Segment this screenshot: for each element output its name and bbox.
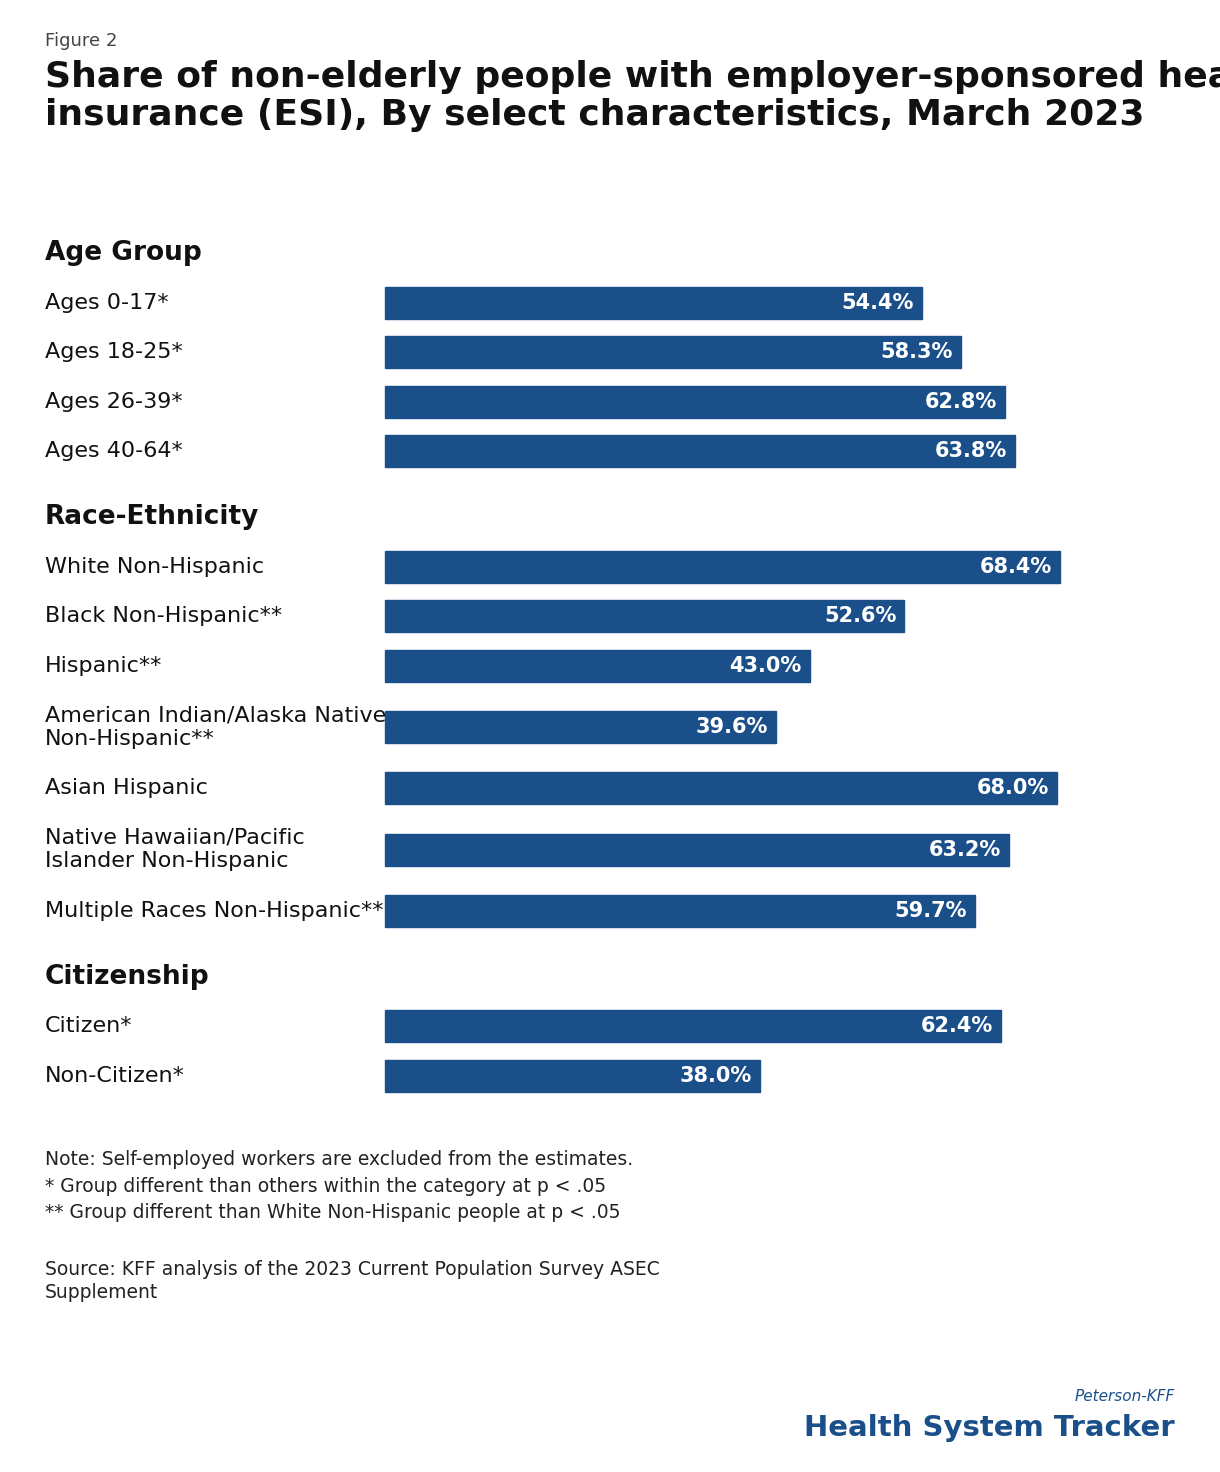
Text: Ages 0-17*: Ages 0-17* (45, 293, 168, 312)
Text: American Indian/Alaska Native
Non-Hispanic**: American Indian/Alaska Native Non-Hispan… (45, 705, 387, 749)
Text: Ages 26-39*: Ages 26-39* (45, 392, 183, 412)
Text: 38.0%: 38.0% (680, 1066, 753, 1086)
Text: 68.4%: 68.4% (980, 556, 1053, 577)
Text: White Non-Hispanic: White Non-Hispanic (45, 556, 264, 577)
Text: 59.7%: 59.7% (894, 901, 966, 921)
Bar (386, 773, 1057, 804)
Text: Health System Tracker: Health System Tracker (804, 1415, 1175, 1443)
Text: Hispanic**: Hispanic** (45, 655, 162, 676)
Text: Race-Ethnicity: Race-Ethnicity (45, 503, 260, 530)
Text: Source: KFF analysis of the 2023 Current Population Survey ASEC
Supplement: Source: KFF analysis of the 2023 Current… (45, 1260, 660, 1303)
Text: Native Hawaiian/Pacific
Islander Non-Hispanic: Native Hawaiian/Pacific Islander Non-His… (45, 827, 305, 871)
Text: Note: Self-employed workers are excluded from the estimates.: Note: Self-employed workers are excluded… (45, 1151, 633, 1169)
Bar (386, 601, 904, 633)
Text: Non-Citizen*: Non-Citizen* (45, 1066, 185, 1086)
Text: Figure 2: Figure 2 (45, 32, 117, 50)
Text: Asian Hispanic: Asian Hispanic (45, 779, 207, 798)
Text: 62.8%: 62.8% (925, 392, 997, 412)
Bar (386, 436, 1015, 467)
Text: Peterson-KFF: Peterson-KFF (1075, 1390, 1175, 1404)
Text: 58.3%: 58.3% (881, 343, 953, 362)
Text: Citizenship: Citizenship (45, 964, 210, 989)
Bar (386, 386, 1005, 418)
Bar (386, 287, 922, 319)
Text: * Group different than others within the category at p < .05: * Group different than others within the… (45, 1178, 606, 1195)
Text: 68.0%: 68.0% (976, 779, 1048, 798)
Text: 63.2%: 63.2% (928, 839, 1002, 860)
Text: Ages 40-64*: Ages 40-64* (45, 442, 183, 461)
Text: 62.4%: 62.4% (921, 1016, 993, 1036)
Text: ** Group different than White Non-Hispanic people at p < .05: ** Group different than White Non-Hispan… (45, 1204, 621, 1223)
Text: 52.6%: 52.6% (824, 606, 897, 626)
Text: Multiple Races Non-Hispanic**: Multiple Races Non-Hispanic** (45, 901, 383, 921)
Bar (386, 336, 960, 368)
Text: Share of non-elderly people with employer-sponsored health
insurance (ESI), By s: Share of non-elderly people with employe… (45, 60, 1220, 132)
Bar (386, 649, 810, 682)
Bar (386, 833, 1009, 866)
Text: Age Group: Age Group (45, 240, 201, 266)
Bar (386, 1060, 760, 1092)
Text: 54.4%: 54.4% (842, 293, 914, 312)
Bar (386, 895, 975, 927)
Text: Ages 18-25*: Ages 18-25* (45, 343, 183, 362)
Bar (386, 1010, 1002, 1042)
Text: 63.8%: 63.8% (935, 442, 1006, 461)
Text: Citizen*: Citizen* (45, 1016, 133, 1036)
Text: 39.6%: 39.6% (695, 717, 769, 737)
Text: Black Non-Hispanic**: Black Non-Hispanic** (45, 606, 282, 626)
Bar (386, 711, 776, 743)
Text: 43.0%: 43.0% (730, 655, 802, 676)
Bar (386, 551, 1060, 583)
